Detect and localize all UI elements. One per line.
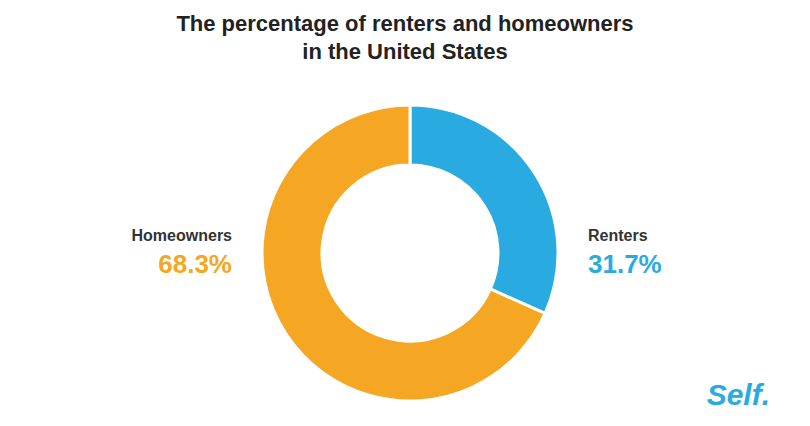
- html-text:Self.: Self.: [706, 378, 770, 411]
- html-text:in the United States: in the United States: [302, 39, 508, 64]
- svg-text:Renters: Renters: [588, 227, 648, 244]
- svg-text:Homeowners: Homeowners: [132, 227, 233, 244]
- html-text:The percentage of renters and: The percentage of renters and homeowners: [176, 11, 634, 36]
- svg-text:68.3%: 68.3%: [158, 249, 232, 279]
- svg-text:31.7%: 31.7%: [588, 249, 662, 279]
